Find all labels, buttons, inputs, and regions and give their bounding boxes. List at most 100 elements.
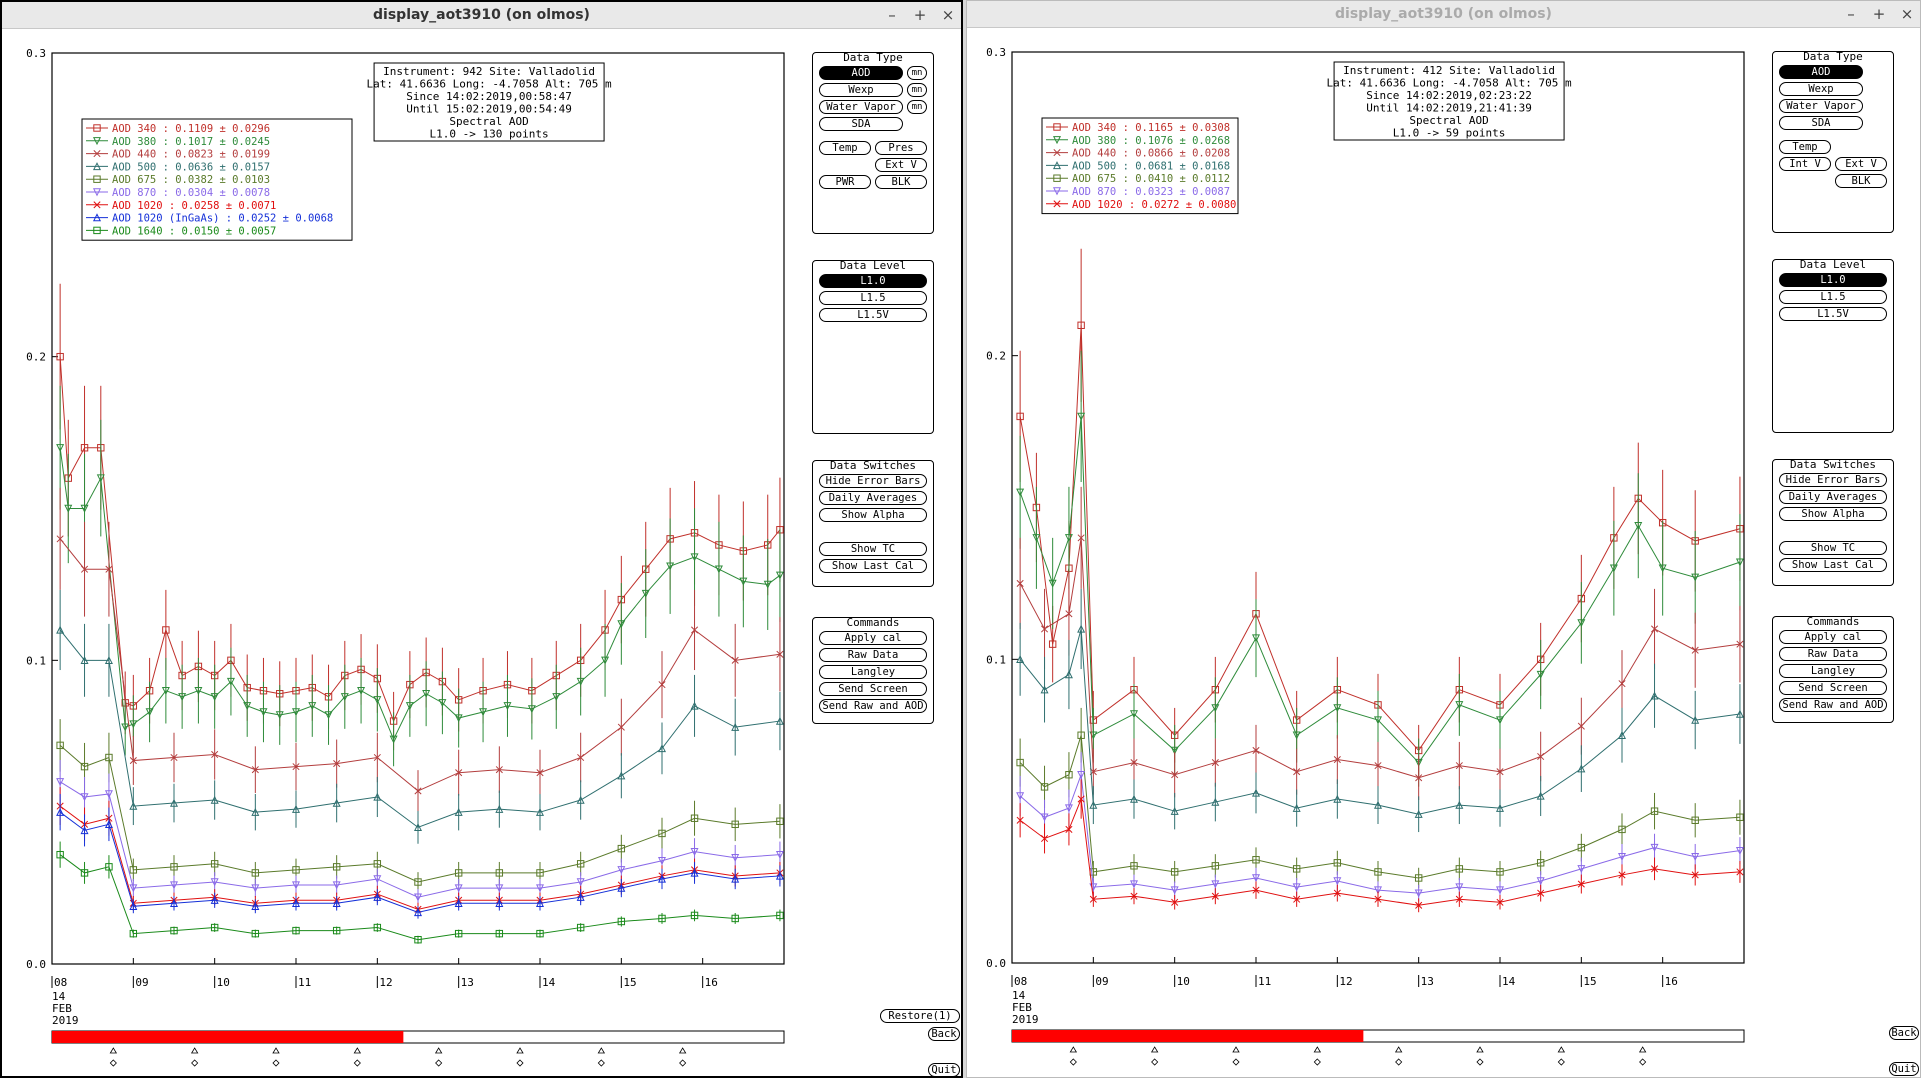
level-l15-button[interactable]: L1.5 xyxy=(1779,290,1887,304)
temp-button[interactable]: Temp xyxy=(819,141,871,155)
data-point xyxy=(1373,886,1383,895)
data-point xyxy=(1536,859,1545,867)
mn-button[interactable]: mn xyxy=(907,100,927,114)
send-screen-button[interactable]: Send Screen xyxy=(819,682,927,696)
close-icon[interactable]: × xyxy=(941,6,955,24)
langley-button[interactable]: Langley xyxy=(1779,664,1887,678)
data-point xyxy=(1016,412,1024,421)
close-icon[interactable]: × xyxy=(1900,5,1914,23)
daily-averages-button[interactable]: Daily Averages xyxy=(1779,490,1887,504)
legend-label: AOD 340 : 0.1109 ± 0.0296 xyxy=(112,123,270,135)
data-point xyxy=(1736,640,1744,648)
sda-button[interactable]: SDA xyxy=(819,117,903,131)
day-marker xyxy=(678,1047,687,1054)
daily-averages-button[interactable]: Daily Averages xyxy=(819,491,927,505)
date-label: 2019 xyxy=(1012,1013,1039,1026)
send-raw-and-aod-button[interactable]: Send Raw and AOD xyxy=(1779,698,1887,712)
data-point xyxy=(1251,788,1261,797)
data-point xyxy=(731,820,739,829)
level-l15v-button[interactable]: L1.5V xyxy=(819,308,927,322)
langley-button[interactable]: Langley xyxy=(819,665,927,679)
day-marker xyxy=(1557,1046,1566,1053)
data-point xyxy=(1040,783,1049,791)
y-tick-label: 0.2 xyxy=(986,350,1006,363)
ext-v-button[interactable]: Ext V xyxy=(1835,157,1887,171)
data-point xyxy=(1077,412,1086,421)
raw-data-button[interactable]: Raw Data xyxy=(1779,647,1887,661)
apply-cal-button[interactable]: Apply cal xyxy=(819,631,927,645)
blk-button[interactable]: BLK xyxy=(1835,174,1887,188)
water-vapor-button[interactable]: Water Vapor xyxy=(819,100,903,114)
data-point xyxy=(211,750,219,759)
minimize-icon[interactable]: – xyxy=(1847,5,1855,23)
blk-button[interactable]: BLK xyxy=(875,175,927,189)
wexp-button[interactable]: Wexp xyxy=(819,83,903,97)
sda-button[interactable]: SDA xyxy=(1779,116,1863,130)
pwr-button[interactable]: PWR xyxy=(819,175,871,189)
maximize-icon[interactable]: + xyxy=(1872,5,1886,23)
show-tc-button[interactable]: Show TC xyxy=(819,542,927,556)
ext-v-button[interactable]: Ext V xyxy=(875,158,927,172)
show-tc-button[interactable]: Show TC xyxy=(1779,541,1887,555)
day-marker xyxy=(109,1059,117,1067)
data-point xyxy=(332,881,341,890)
data-point xyxy=(1064,534,1073,543)
aod-button[interactable]: AOD xyxy=(1779,65,1863,79)
level-l10-button[interactable]: L1.0 xyxy=(1779,273,1887,287)
data-point xyxy=(1333,859,1342,867)
data-point xyxy=(275,711,284,720)
show-alpha-button[interactable]: Show Alpha xyxy=(819,508,927,522)
aod-plot[interactable]: 0.00.10.20.308 09 10 11 12 13 14 15 1614FEB2019I… xyxy=(967,28,1920,1075)
data-point xyxy=(1495,716,1505,725)
quit-button[interactable]: Quit xyxy=(928,1063,960,1077)
data-point xyxy=(1496,898,1504,906)
title-bar[interactable]: display_aot3910 (on olmos) – + × xyxy=(967,1,1920,28)
data-point xyxy=(129,801,138,810)
aod-plot[interactable]: 0.00.10.20.308 09 10 11 12 13 14 15 1614FEB2019I… xyxy=(2,29,961,1076)
apply-cal-button[interactable]: Apply cal xyxy=(1779,630,1887,644)
data-point xyxy=(495,929,504,938)
level-l10-button[interactable]: L1.0 xyxy=(819,274,927,288)
data-point xyxy=(1736,813,1744,821)
level-l15v-button[interactable]: L1.5V xyxy=(1779,307,1887,321)
level-l15-button[interactable]: L1.5 xyxy=(819,291,927,305)
series-aod-500 xyxy=(1016,588,1744,833)
info-line: Lat: 41.6636 Long: -4.7058 Alt: 705 m xyxy=(1327,77,1572,90)
restore-button[interactable]: Restore(1) xyxy=(880,1009,960,1023)
wexp-button[interactable]: Wexp xyxy=(1779,82,1863,96)
pres-button[interactable]: Pres xyxy=(875,141,927,155)
panel-title: Commands xyxy=(846,616,900,629)
legend-marker xyxy=(93,175,101,183)
title-bar[interactable]: display_aot3910 (on olmos) – + × xyxy=(2,2,961,29)
raw-data-button[interactable]: Raw Data xyxy=(819,648,927,662)
temp-button[interactable]: Temp xyxy=(1779,140,1831,154)
show-alpha-button[interactable]: Show Alpha xyxy=(1779,507,1887,521)
data-point xyxy=(373,875,382,884)
mn-button[interactable]: mn xyxy=(907,66,927,80)
quit-button[interactable]: Quit xyxy=(1889,1062,1919,1076)
int-v-button[interactable]: Int V xyxy=(1779,157,1831,171)
send-screen-button[interactable]: Send Screen xyxy=(1779,681,1887,695)
mn-button[interactable]: mn xyxy=(907,83,927,97)
data-point xyxy=(1691,715,1700,724)
data-point xyxy=(373,792,382,801)
date-label: FEB xyxy=(52,1002,72,1015)
date-label: 2019 xyxy=(52,1014,79,1027)
data-point xyxy=(1374,868,1382,876)
send-raw-and-aod-button[interactable]: Send Raw and AOD xyxy=(819,699,927,713)
aod-button[interactable]: AOD xyxy=(819,66,903,80)
day-marker xyxy=(353,1059,361,1067)
data-point xyxy=(1414,809,1423,818)
hide-error-bars-button[interactable]: Hide Error Bars xyxy=(1779,473,1887,487)
show-last-cal-button[interactable]: Show Last Cal xyxy=(1779,558,1887,572)
maximize-icon[interactable]: + xyxy=(913,6,927,24)
show-last-cal-button[interactable]: Show Last Cal xyxy=(819,559,927,573)
back-button[interactable]: Back xyxy=(1889,1026,1919,1040)
data-point xyxy=(1016,579,1024,587)
data-point xyxy=(104,656,113,665)
hide-error-bars-button[interactable]: Hide Error Bars xyxy=(819,474,927,488)
series-line xyxy=(1019,537,1741,779)
minimize-icon[interactable]: – xyxy=(888,6,896,24)
back-button[interactable]: Back xyxy=(928,1027,960,1041)
water-vapor-button[interactable]: Water Vapor xyxy=(1779,99,1863,113)
